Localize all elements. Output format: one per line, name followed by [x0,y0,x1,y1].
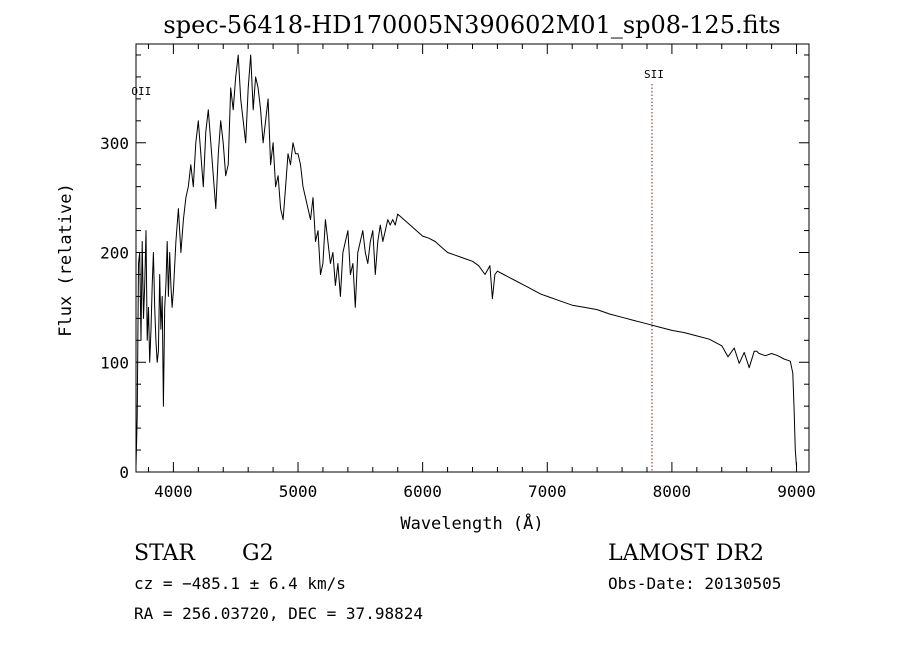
y-tick-label: 100 [100,353,129,372]
y-tick-label: 200 [100,244,129,263]
spectral-line-markers: OII SII [131,68,664,472]
object-subclass: G2 [242,541,274,566]
x-tick-label: 9000 [777,482,816,501]
x-tick-label: 4000 [154,482,193,501]
spectral-line-label: SII [644,68,664,81]
y-axis-label: Flux (relative) [56,183,76,337]
x-tick-label: 5000 [279,482,318,501]
series-layer [135,54,797,467]
redshift-text: cz = −485.1 ± 6.4 km/s [134,574,346,593]
x-axis-label: Wavelength (Å) [400,512,543,534]
plot-frame [135,43,810,473]
spectral-line-label: OII [131,85,151,98]
y-tick-label: 0 [119,463,129,482]
obs-date-text: Obs-Date: 20130505 [608,574,781,593]
object-class: STAR [134,541,196,566]
spectrum-line [135,54,797,467]
x-tick-label: 8000 [653,482,692,501]
axes: 4000 5000 6000 7000 8000 9000 0 100 200 300 [100,44,816,501]
chart-title: spec-56418-HD170005N390602M01_sp08-125.f… [163,11,780,39]
x-tick-label: 7000 [528,482,567,501]
survey-name: LAMOST DR2 [608,541,764,566]
x-tick-label: 6000 [403,482,442,501]
coordinates-text: RA = 256.03720, DEC = 37.98824 [134,604,423,623]
y-tick-label: 300 [100,134,129,153]
